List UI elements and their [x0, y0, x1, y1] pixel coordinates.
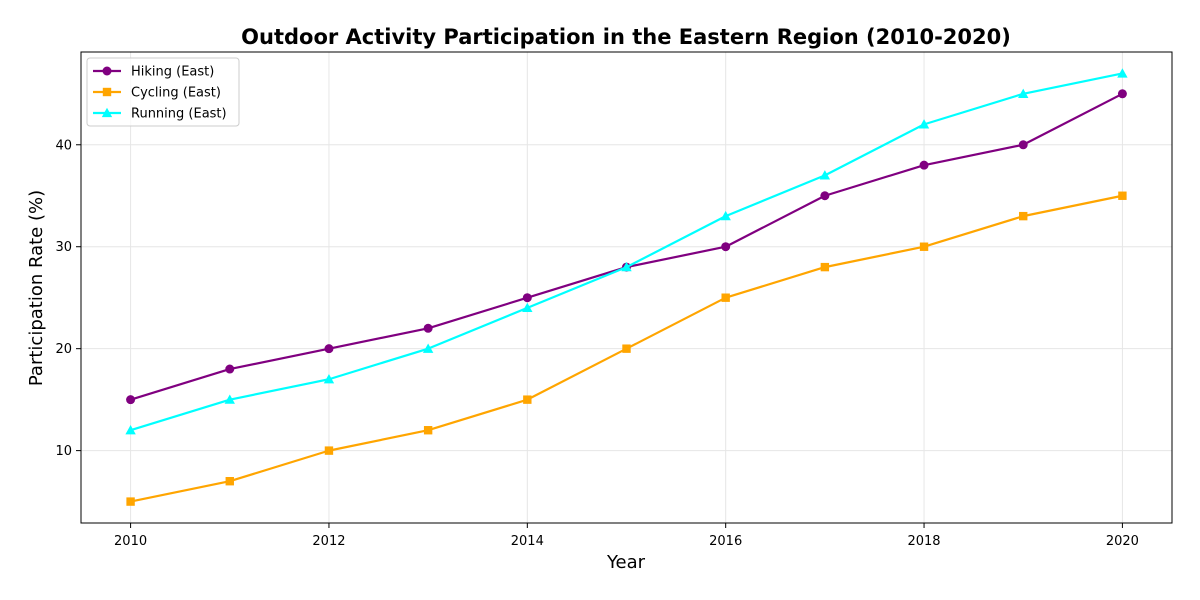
data-point	[225, 364, 235, 374]
y-tick-label: 20	[55, 342, 72, 357]
axis-ticks: 2010 2012 2014 2016 2018 2020 10 20 30 40	[55, 138, 1139, 549]
data-point	[126, 395, 136, 405]
data-point	[423, 323, 433, 333]
x-tick-label: 2016	[709, 534, 742, 549]
x-axis-label: Year	[606, 552, 646, 573]
data-point	[523, 395, 532, 404]
data-point	[522, 302, 533, 313]
legend-entry-label: Hiking (East)	[131, 65, 214, 80]
data-point	[819, 170, 831, 180]
series-line	[130, 72, 1123, 432]
data-point	[1117, 89, 1127, 99]
series-cycling	[126, 191, 1127, 506]
y-axis-label: Participation Rate (%)	[26, 190, 47, 386]
legend-swatch-marker	[102, 87, 112, 97]
x-tick-label: 2020	[1106, 534, 1139, 549]
legend-entry-label: Cycling (East)	[131, 86, 221, 101]
y-tick-label: 30	[55, 240, 72, 255]
data-point	[1117, 68, 1128, 78]
data-point	[522, 293, 532, 303]
legend-swatch-marker	[102, 66, 112, 76]
data-point	[324, 344, 334, 354]
legend-box	[86, 57, 240, 127]
data-point	[1019, 211, 1028, 221]
legend-swatch-marker	[101, 107, 113, 118]
data-point	[125, 425, 136, 435]
data-point	[323, 374, 335, 384]
x-tick-label: 2018	[907, 534, 940, 549]
grid	[81, 52, 1172, 523]
data-point	[224, 394, 235, 404]
x-tick-label: 2010	[114, 534, 147, 549]
data-point	[919, 242, 929, 251]
y-tick-label: 40	[55, 138, 72, 153]
data-point	[622, 344, 631, 353]
plot-area-frame	[80, 51, 1173, 524]
y-tick-label: 10	[55, 444, 72, 459]
data-point	[720, 210, 731, 221]
series-layer	[125, 68, 1128, 506]
series-running	[125, 68, 1128, 435]
data-point	[1018, 88, 1029, 98]
data-point	[1018, 140, 1028, 150]
data-point	[721, 293, 730, 302]
data-point	[422, 343, 434, 353]
x-tick-label: 2014	[511, 534, 544, 549]
x-tick-label: 2012	[312, 534, 345, 549]
data-point	[1118, 191, 1127, 200]
data-point	[721, 242, 731, 252]
data-point	[820, 262, 830, 272]
data-point	[621, 261, 632, 272]
data-point	[918, 119, 930, 129]
legend: Hiking (East) Cycling (East) Running (East…	[86, 57, 240, 127]
data-point	[820, 191, 830, 201]
chart-title: Outdoor Activity Participation in the Ea…	[241, 25, 1011, 49]
data-point	[225, 477, 234, 486]
data-point	[423, 426, 433, 435]
data-point	[919, 160, 929, 170]
legend-entry-label: Running (East)	[131, 107, 227, 122]
data-point	[126, 497, 135, 506]
data-point	[324, 446, 334, 455]
